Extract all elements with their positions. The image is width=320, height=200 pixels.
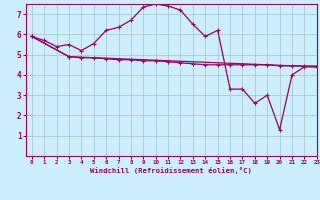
X-axis label: Windchill (Refroidissement éolien,°C): Windchill (Refroidissement éolien,°C) xyxy=(90,167,252,174)
